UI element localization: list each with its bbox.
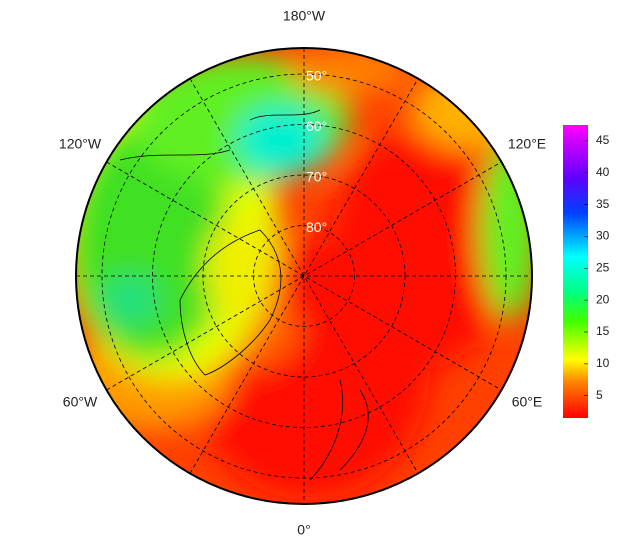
field — [76, 48, 532, 504]
colorbar-tick-label: 20 — [596, 292, 610, 306]
lon-label: 60°W — [63, 394, 98, 410]
lon-label: 120°E — [508, 136, 546, 152]
parallel — [152, 124, 456, 428]
colorbar-tick-label: 10 — [596, 356, 610, 370]
colorbar-tick-label: 45 — [596, 133, 610, 147]
lon-label: 180°W — [283, 8, 326, 24]
parallel — [202, 174, 406, 378]
lat-label: 70° — [306, 169, 327, 185]
graticule — [76, 48, 532, 504]
colorbar-tick-label: 15 — [596, 324, 610, 338]
lat-label: 60° — [306, 118, 327, 134]
lat-label: 50° — [306, 68, 327, 84]
coastlines — [119, 109, 369, 481]
colorbar-tick-label: 25 — [596, 260, 610, 274]
colorbar-tick-label: 40 — [596, 165, 610, 179]
parallel — [253, 225, 355, 327]
lon-label: 120°W — [59, 136, 102, 152]
colorbar-tick-label: 30 — [596, 229, 610, 243]
meridian — [189, 78, 419, 474]
colorbar-tick-label: 35 — [596, 197, 610, 211]
parallel — [101, 73, 507, 479]
colorbar: 5 10 15 20 25 30 35 40 45 — [563, 125, 610, 418]
lon-label: 0° — [297, 522, 310, 538]
colorbar-tick-label: 5 — [596, 388, 603, 402]
map-border — [75, 47, 533, 505]
colorbar-scale — [563, 125, 588, 418]
lon-label: 60°E — [512, 394, 543, 410]
lat-label: 80° — [306, 219, 327, 235]
